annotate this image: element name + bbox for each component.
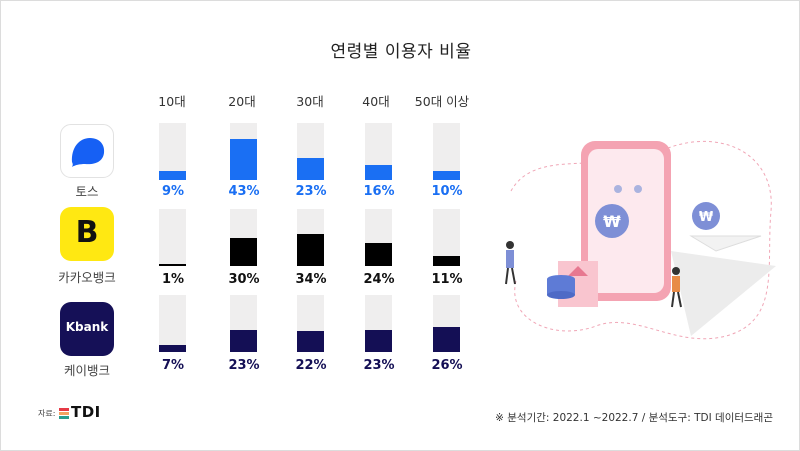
bar-track (159, 295, 186, 352)
bar-track (297, 123, 324, 180)
mobile-banking-illustration: ₩ ₩ (505, 140, 776, 340)
bar-track (159, 209, 186, 266)
data-label: 23% (228, 358, 260, 373)
bar-케이뱅크-30대 (297, 331, 324, 352)
data-label: 23% (295, 184, 327, 199)
data-label: 9% (161, 184, 185, 199)
person-icon (506, 241, 514, 249)
bar-track (433, 123, 460, 180)
kbank-logo-icon: Kbank (60, 302, 114, 356)
source-label: 자료: (38, 409, 56, 418)
bar-track (433, 209, 460, 266)
shadow-shape (671, 251, 776, 336)
bar-케이뱅크-50대 이상 (433, 327, 460, 352)
person-icon-2 (672, 267, 680, 275)
data-label: 24% (363, 272, 395, 287)
bar-track (297, 209, 324, 266)
bar-track (365, 123, 392, 180)
age-header-20: 20대 (228, 94, 256, 109)
bar-카카오뱅크-50대 이상 (433, 255, 460, 266)
data-label: 22% (295, 358, 327, 373)
toss-logo-mark (71, 138, 105, 167)
data-label: 7% (161, 358, 185, 373)
bar-카카오뱅크-20대 (230, 237, 257, 266)
app-name-toss: 토스 (75, 184, 99, 199)
data-label: 23% (363, 358, 395, 373)
kakaobank-logo-letter: B (75, 215, 99, 250)
kakaobank-logo-icon: B (60, 207, 114, 261)
bar-카카오뱅크-30대 (297, 233, 324, 266)
bar-track (230, 123, 257, 180)
kbank-logo-text: Kbank (65, 320, 109, 334)
bar-track (297, 295, 324, 352)
age-header-10: 10대 (158, 94, 186, 109)
bar-track (433, 295, 460, 352)
toss-logo-icon (60, 124, 114, 178)
data-label: 11% (431, 272, 463, 287)
bar-카카오뱅크-10대 (159, 264, 186, 266)
data-label: 43% (228, 184, 260, 199)
page-title: 연령별 이용자 비율 (330, 42, 472, 62)
age-header-50plus: 50대 이상 (414, 94, 470, 109)
data-label: 16% (363, 184, 395, 199)
bar-케이뱅크-20대 (230, 330, 257, 352)
data-label: 30% (228, 272, 260, 287)
bar-토스-30대 (297, 158, 324, 180)
age-header-30: 30대 (296, 94, 324, 109)
app-name-kakaobank: 카카오뱅크 (58, 270, 116, 285)
data-label: 1% (161, 272, 185, 287)
bar-케이뱅크-40대 (365, 330, 392, 352)
data-label: 34% (295, 272, 327, 287)
data-label: 10% (431, 184, 463, 199)
app-name-kbank: 케이뱅크 (63, 363, 110, 378)
footnote: ※ 분석기간: 2022.1 ~2022.7 / 분석도구: TDI 데이터드래… (495, 412, 773, 424)
bar-토스-10대 (159, 171, 186, 180)
bar-track (365, 295, 392, 352)
bar-track (230, 209, 257, 266)
bank-icon (568, 266, 588, 276)
bar-track (159, 123, 186, 180)
bar-토스-40대 (365, 164, 392, 180)
bar-케이뱅크-10대 (159, 345, 186, 352)
svg-text:₩: ₩ (603, 212, 621, 231)
data-label: 26% (431, 358, 463, 373)
svg-text:₩: ₩ (699, 210, 714, 225)
paper-plane-icon (689, 235, 762, 252)
bar-track (365, 209, 392, 266)
user-icon-b (634, 185, 642, 193)
bar-track (230, 295, 257, 352)
bar-토스-20대 (230, 139, 257, 180)
bar-카카오뱅크-40대 (365, 243, 392, 266)
coin-icon (595, 204, 629, 238)
bar-토스-50대 이상 (433, 170, 460, 180)
tdi-logo-text: TDI (71, 403, 101, 421)
coin-icon-2 (692, 202, 720, 230)
user-icon-a (614, 185, 622, 193)
age-header-40: 40대 (362, 94, 390, 109)
